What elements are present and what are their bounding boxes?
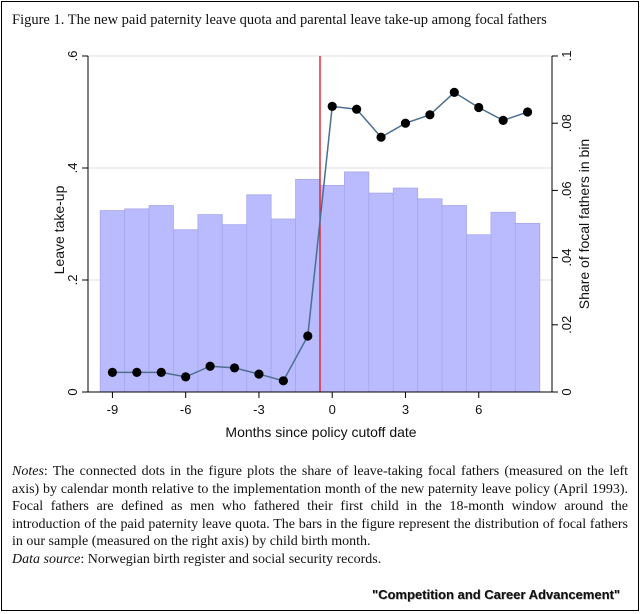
leave-takeup-point (327, 101, 337, 111)
paper-credit: "Competition and Career Advancement" (371, 587, 620, 602)
share-bar (392, 187, 419, 393)
share-bar (417, 198, 443, 393)
y-right-tick-label: .02 (559, 316, 574, 334)
leave-takeup-point (425, 110, 435, 120)
leave-takeup-point (229, 363, 240, 373)
leave-takeup-point (181, 372, 191, 382)
share-bar (490, 211, 516, 393)
share-bar (173, 229, 199, 393)
share-bar (441, 205, 467, 393)
leave-takeup-point (400, 118, 411, 128)
x-tick-label: 6 (475, 402, 482, 417)
leave-takeup-point (303, 331, 313, 341)
leave-takeup-point (498, 115, 508, 125)
figure-notes: Notes: The connected dots in the figure … (12, 463, 628, 568)
leave-takeup-point (254, 369, 264, 379)
share-bar (319, 184, 345, 393)
leave-takeup-point (352, 104, 362, 114)
share-bar (148, 205, 174, 393)
x-tick-label: 3 (402, 402, 409, 417)
leave-takeup-point (132, 367, 142, 377)
y-axis-left-label: Leave take-up (51, 185, 67, 274)
leave-takeup-point (376, 132, 386, 142)
notes-label: Notes (12, 464, 44, 479)
share-bar (124, 208, 150, 393)
leave-takeup-point (278, 376, 288, 386)
share-bar (368, 192, 394, 393)
y-left-tick-label: .2 (65, 275, 80, 286)
x-tick-label: -9 (107, 402, 119, 417)
share-bar (466, 234, 492, 393)
y-right-tick-label: .1 (559, 51, 574, 62)
share-bar (246, 194, 272, 393)
y-right-tick-label: .04 (559, 249, 574, 267)
y-left-tick-label: 0 (65, 388, 80, 395)
leave-takeup-point (474, 102, 484, 113)
y-left-tick-label: .4 (65, 163, 80, 174)
share-bar (99, 210, 126, 393)
share-bar (514, 222, 541, 393)
leave-takeup-point (449, 87, 459, 97)
y-axis-right-label: Share of focal fathers in bin (576, 139, 592, 309)
figure-title: Figure 1. The new paid paternity leave q… (12, 12, 547, 28)
leave-takeup-point (107, 367, 118, 377)
data-source-label: Data source (12, 551, 81, 567)
notes-text: : The connected dots in the figure plots… (12, 464, 628, 549)
x-tick-label: -6 (180, 402, 192, 417)
leave-takeup-point (522, 107, 533, 117)
share-bar (270, 218, 296, 393)
y-right-tick-label: 0 (559, 388, 574, 395)
leave-takeup-series (107, 87, 533, 386)
x-tick-label: 0 (329, 402, 336, 417)
chart: -9 -6 -3 0 3 6 0 .2 .4 .6 0 .02 .04 .06 .08 .1 Months s… (51, 51, 592, 440)
share-bar (344, 171, 370, 393)
y-right-tick-label: .08 (559, 114, 574, 132)
share-bar (295, 178, 321, 393)
x-tick-label: -3 (253, 402, 265, 417)
x-axis-label: Months since policy cutoff date (225, 424, 416, 440)
data-source-text: : Norwegian birth register and social se… (80, 551, 382, 567)
axes: -9 -6 -3 0 3 6 0 .2 .4 .6 0 .02 .04 .06 .08 .1 (65, 51, 574, 417)
leave-takeup-point (205, 361, 215, 371)
y-right-tick-label: .06 (559, 181, 574, 199)
leave-takeup-point (156, 367, 166, 377)
y-left-tick-label: .6 (65, 51, 80, 62)
